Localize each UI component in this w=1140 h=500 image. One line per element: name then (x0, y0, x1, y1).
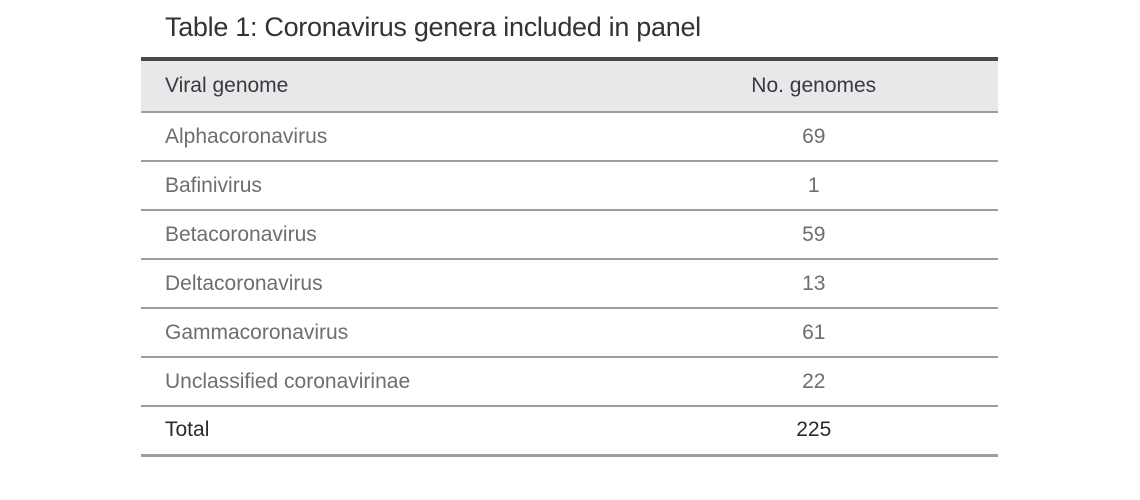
genome-name: Unclassified coronavirinae (141, 357, 630, 407)
table-row: Alphacoronavirus 69 (141, 112, 998, 162)
coronavirus-genera-table: Viral genome No. genomes Alphacoronaviru… (141, 57, 998, 457)
table-row: Deltacoronavirus 13 (141, 259, 998, 309)
table-caption: Table 1: Coronavirus genera included in … (165, 12, 701, 42)
genome-count: 61 (629, 308, 998, 358)
genome-count: 69 (629, 112, 998, 162)
total-label: Total (141, 406, 630, 457)
genome-count: 13 (629, 259, 998, 309)
column-header-viral-genome: Viral genome (141, 59, 630, 113)
genome-count: 1 (629, 161, 998, 211)
table-container: Table 1: Coronavirus genera included in … (141, 12, 998, 457)
table-row: Betacoronavirus 59 (141, 210, 998, 260)
genome-name: Deltacoronavirus (141, 259, 630, 309)
genome-name: Gammacoronavirus (141, 308, 630, 358)
genome-count: 22 (629, 357, 998, 407)
table-header-row: Viral genome No. genomes (141, 59, 998, 113)
table-total-row: Total 225 (141, 406, 998, 457)
genome-name: Bafinivirus (141, 161, 630, 211)
table-row: Unclassified coronavirinae 22 (141, 357, 998, 407)
total-count: 225 (629, 406, 998, 457)
genome-name: Betacoronavirus (141, 210, 630, 260)
genome-count: 59 (629, 210, 998, 260)
table-row: Gammacoronavirus 61 (141, 308, 998, 358)
column-header-no-genomes: No. genomes (629, 59, 998, 113)
table-row: Bafinivirus 1 (141, 161, 998, 211)
genome-name: Alphacoronavirus (141, 112, 630, 162)
